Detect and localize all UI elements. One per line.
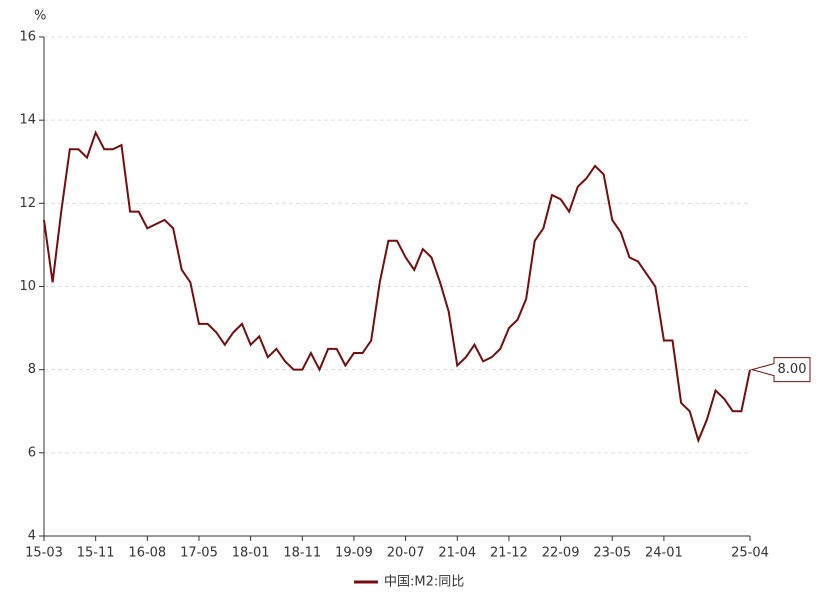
x-tick-label: 21-04: [438, 546, 476, 561]
x-tick-label: 18-11: [283, 546, 321, 561]
y-tick-label: 16: [19, 30, 36, 45]
y-tick-label: 12: [19, 196, 36, 211]
x-tick-label: 22-09: [542, 546, 580, 561]
x-tick-label: 18-01: [232, 546, 270, 561]
x-tick-label: 20-07: [387, 546, 425, 561]
y-tick-label: 14: [19, 113, 36, 128]
x-tick-label: 25-04: [731, 546, 769, 561]
x-tick-label: 17-05: [180, 546, 218, 561]
x-tick-label: 19-09: [335, 546, 373, 561]
y-unit: %: [34, 9, 46, 24]
line: [43, 130, 751, 444]
x-tick-label: 21-12: [490, 546, 528, 561]
y-tick-label: 6: [28, 445, 36, 460]
callout-box: [750, 357, 811, 383]
x-tick-label: 16-08: [128, 546, 166, 561]
legend-label: 中国:M2:同比: [384, 575, 464, 590]
x-tick-label: 23-05: [593, 546, 631, 561]
x-tick-label: 24-01: [645, 546, 683, 561]
x-tick-label: 15-03: [25, 546, 63, 561]
y-tick-label: 10: [19, 279, 36, 294]
y-tick-label: 4: [28, 529, 36, 544]
data-label: 8.00: [778, 362, 807, 377]
y-tick-label: 8: [28, 362, 36, 377]
x-tick-label: 15-11: [77, 546, 115, 561]
